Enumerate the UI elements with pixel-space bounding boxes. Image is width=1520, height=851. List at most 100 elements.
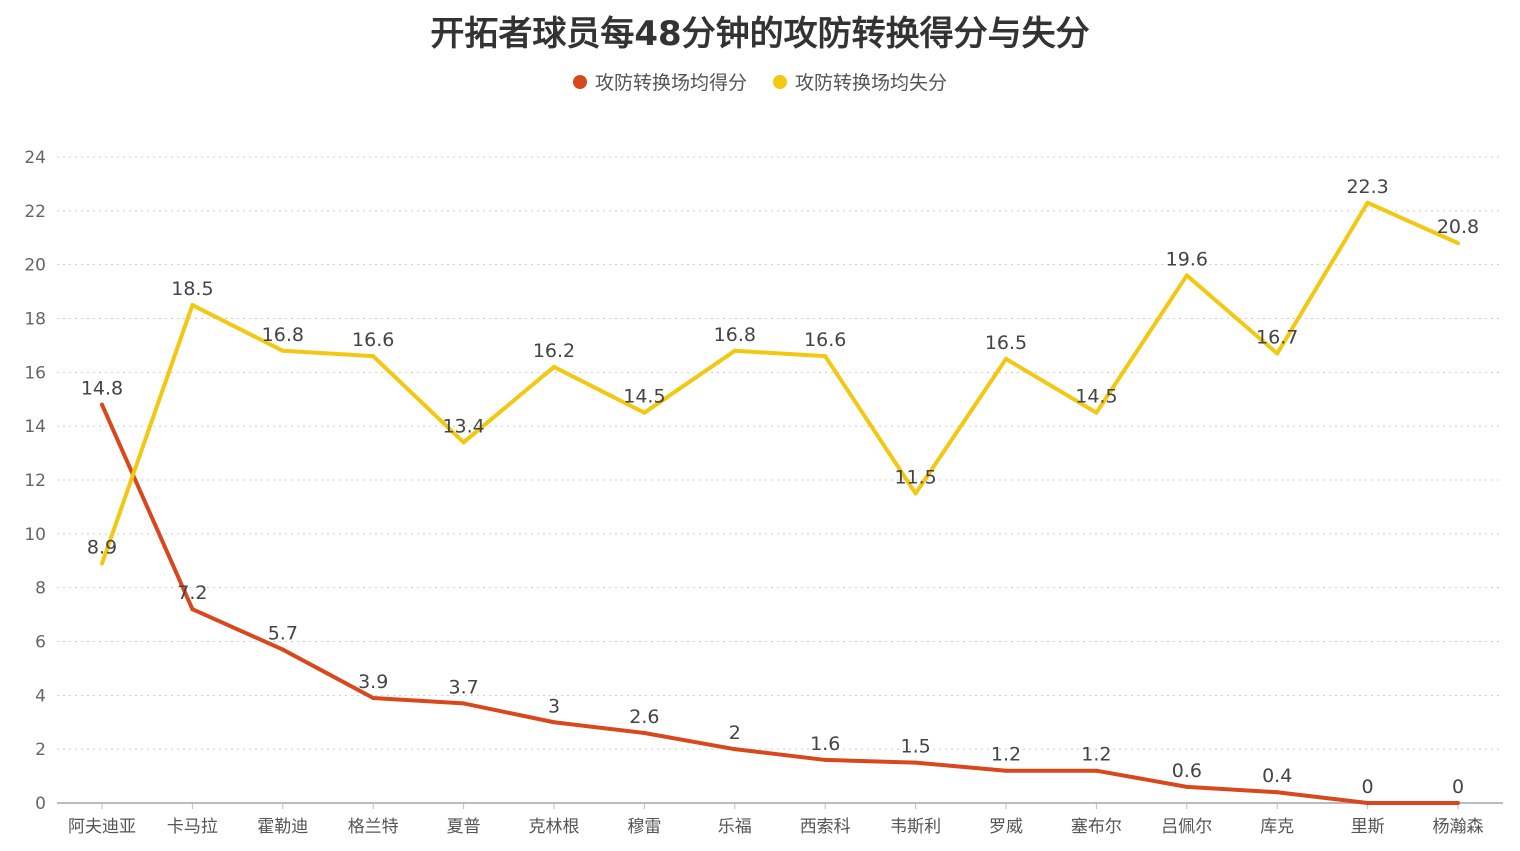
x-tick-label: 里斯: [1351, 817, 1385, 837]
x-tick-label: 穆雷: [627, 817, 661, 837]
data-label: 0: [1452, 776, 1464, 798]
x-tick-label: 霍勒迪: [257, 817, 308, 837]
data-label: 19.6: [1166, 248, 1208, 270]
data-point: [100, 402, 104, 407]
data-label: 16.8: [714, 324, 756, 346]
data-point: [1275, 790, 1280, 795]
data-label: 2.6: [629, 706, 659, 728]
x-tick-label: 罗威: [989, 817, 1023, 837]
y-tick-label: 16: [24, 363, 46, 383]
data-label: 8.9: [87, 536, 117, 558]
data-label: 1.5: [900, 736, 930, 758]
data-label: 16.6: [804, 329, 846, 351]
y-tick-label: 8: [35, 579, 46, 599]
data-point: [371, 696, 376, 701]
data-label: 14.5: [623, 386, 665, 408]
data-label: 11.5: [894, 466, 936, 488]
data-label: 1.6: [810, 733, 840, 755]
legend-label-scored: 攻防转换场均得分: [594, 72, 747, 94]
data-point: [732, 348, 737, 353]
data-label: 18.5: [171, 278, 213, 300]
legend-label-allowed: 攻防转换场均失分: [795, 72, 948, 94]
data-label: 16.8: [262, 324, 304, 346]
data-point: [280, 647, 285, 652]
data-point: [1456, 241, 1460, 246]
y-tick-label: 20: [24, 256, 46, 276]
x-tick-label: 西索科: [800, 817, 851, 837]
x-tick-label: 阿夫迪亚: [68, 817, 136, 837]
data-label: 22.3: [1346, 176, 1388, 198]
data-point: [280, 348, 285, 353]
x-tick-label: 杨瀚森: [1433, 817, 1484, 837]
data-point: [1004, 768, 1008, 773]
y-tick-label: 24: [24, 148, 46, 168]
data-label: 1.2: [1081, 744, 1111, 766]
y-tick-label: 12: [24, 471, 46, 491]
x-tick-label: 卡马拉: [167, 817, 218, 837]
data-point: [1094, 410, 1099, 415]
legend: 攻防转换场均得分 攻防转换场均失分: [0, 68, 1520, 95]
series-line-0: [100, 403, 1458, 805]
data-point: [1184, 784, 1189, 789]
x-tick-label: 乐福: [718, 817, 752, 837]
y-tick-label: 4: [35, 686, 46, 706]
y-tick-label: 22: [24, 202, 46, 222]
data-label: 3: [548, 695, 560, 717]
data-point: [642, 410, 647, 415]
data-label: 20.8: [1437, 216, 1479, 238]
data-label: 5.7: [268, 623, 298, 645]
data-label: 0.4: [1262, 765, 1292, 787]
y-tick-label: 0: [35, 794, 46, 814]
x-tick-label: 吕佩尔: [1161, 817, 1212, 837]
x-tick-label: 韦斯利: [890, 817, 941, 837]
data-point: [642, 731, 647, 736]
data-point: [1365, 200, 1370, 205]
data-point: [1365, 801, 1370, 805]
legend-marker-scored: [572, 74, 587, 89]
y-tick-label: 18: [24, 310, 46, 330]
legend-item-allowed[interactable]: 攻防转换场均失分: [773, 68, 947, 95]
series-line-1: [100, 200, 1459, 565]
x-tick-label: 克林根: [529, 817, 580, 837]
data-label: 14.5: [1075, 386, 1117, 408]
data-point: [100, 561, 104, 566]
data-label: 16.7: [1256, 326, 1298, 348]
data-point: [1004, 356, 1008, 361]
data-label: 3.9: [358, 671, 388, 693]
x-tick-label: 夏普: [447, 817, 481, 837]
data-label: 0.6: [1172, 760, 1202, 782]
chart-title: 开拓者球员每48分钟的攻防转换得分与失分: [430, 14, 1090, 54]
data-point: [823, 354, 828, 359]
y-tick-label: 2: [35, 740, 46, 760]
data-point: [1275, 351, 1280, 356]
data-label: 1.2: [991, 744, 1021, 766]
y-tick-label: 6: [35, 633, 46, 653]
data-point: [823, 757, 828, 762]
data-point: [913, 760, 918, 765]
data-point: [371, 354, 376, 359]
data-label: 16.6: [352, 329, 394, 351]
data-point: [461, 701, 466, 706]
data-label: 16.5: [985, 332, 1027, 354]
data-label: 3.7: [448, 676, 478, 698]
data-label: 0: [1362, 776, 1374, 798]
data-point: [732, 747, 737, 752]
data-label: 7.2: [177, 582, 207, 604]
data-point: [552, 720, 556, 725]
legend-marker-allowed: [773, 74, 787, 89]
x-tick-label: 塞布尔: [1071, 817, 1122, 837]
data-label: 2: [729, 722, 741, 744]
y-tick-label: 10: [24, 525, 46, 545]
data-point: [552, 364, 556, 369]
data-point: [190, 607, 195, 612]
x-tick-label: 库克: [1260, 817, 1294, 837]
data-label: 13.4: [442, 415, 484, 437]
data-point: [913, 491, 918, 496]
data-label: 14.8: [81, 378, 123, 400]
legend-item-scored[interactable]: 攻防转换场均得分: [572, 68, 747, 95]
data-point: [1094, 768, 1099, 773]
data-point: [1184, 273, 1189, 278]
data-point: [190, 303, 195, 308]
data-point: [461, 440, 466, 445]
